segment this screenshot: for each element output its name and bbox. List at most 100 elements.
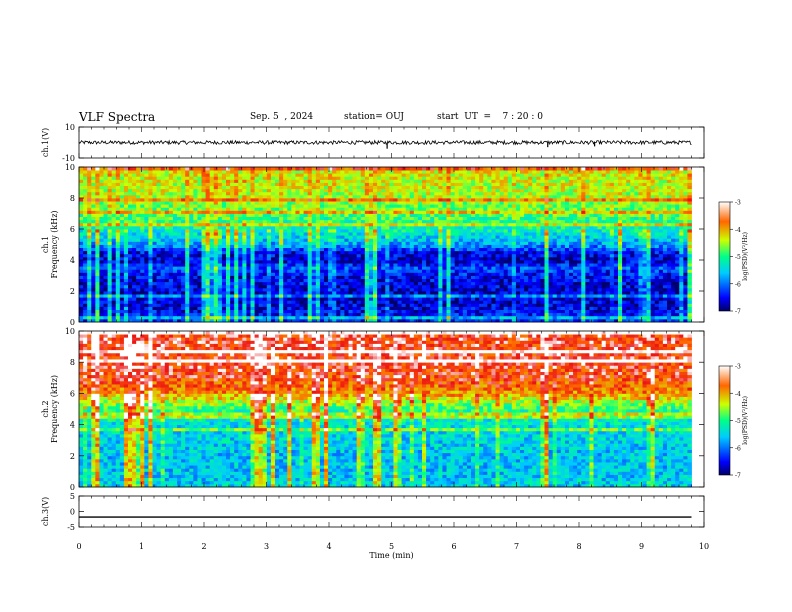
heatmap-cell — [483, 247, 488, 252]
heatmap-cell — [160, 281, 166, 286]
heatmap-cell — [144, 235, 149, 239]
heatmap-cell — [552, 222, 558, 227]
heatmap-cell — [662, 269, 668, 273]
heatmap-cell — [646, 222, 652, 227]
heatmap-cell — [483, 260, 488, 264]
heatmap-cell — [520, 294, 525, 298]
heatmap-cell — [646, 244, 652, 248]
heatmap-cell — [613, 235, 619, 239]
heatmap-cell — [132, 266, 137, 270]
heatmap-cell — [283, 235, 288, 239]
heatmap-cell — [597, 291, 603, 295]
heatmap-cell — [434, 253, 439, 258]
heatmap-cell — [79, 219, 84, 224]
heatmap-cell — [679, 294, 684, 298]
heatmap-cell — [662, 263, 668, 267]
heatmap-cell — [581, 291, 586, 295]
heatmap-cell — [560, 291, 566, 295]
heatmap-cell — [111, 256, 117, 261]
heatmap-cell — [389, 263, 394, 267]
heatmap-cell — [209, 309, 215, 314]
heatmap-cell — [381, 291, 386, 295]
heatmap-cell — [140, 225, 145, 230]
heatmap-cell — [450, 306, 456, 310]
heatmap-cell — [221, 260, 227, 264]
heatmap-cell — [417, 241, 423, 245]
heatmap-cell — [466, 232, 472, 236]
heatmap-cell — [528, 263, 533, 267]
heatmap-cell — [569, 260, 574, 264]
heatmap-cell — [438, 260, 443, 264]
heatmap-cell — [324, 263, 329, 267]
heatmap-cell — [156, 238, 162, 242]
heatmap-cell — [221, 278, 227, 283]
heatmap-cell — [144, 247, 149, 252]
heatmap-cell — [630, 306, 635, 310]
heatmap-cell — [189, 225, 194, 230]
heatmap-cell — [438, 269, 443, 273]
heatmap-cell — [556, 238, 562, 242]
heatmap-cell — [532, 256, 537, 261]
heatmap-cell — [221, 291, 227, 295]
heatmap-cell — [246, 238, 251, 242]
heatmap-cell — [507, 244, 513, 248]
heatmap-cell — [352, 219, 358, 224]
heatmap-cell — [417, 294, 423, 298]
heatmap-cell — [520, 297, 525, 301]
heatmap-cell — [107, 300, 113, 304]
heatmap-cell — [385, 238, 390, 242]
heatmap-cell — [401, 278, 407, 283]
heatmap-cell — [564, 256, 570, 261]
heatmap-cell — [311, 300, 317, 304]
heatmap-cell — [413, 303, 419, 307]
heatmap-cell — [340, 266, 345, 270]
heatmap-cell — [650, 219, 656, 224]
heatmap-cell — [254, 241, 260, 245]
heatmap-cell — [83, 284, 88, 289]
heatmap-cell — [181, 263, 186, 267]
heatmap-cell — [197, 229, 202, 233]
heatmap-cell — [209, 219, 215, 224]
heatmap-cell — [140, 222, 145, 227]
heatmap-cell — [597, 238, 603, 242]
heatmap-cell — [107, 294, 113, 298]
heatmap-cell — [626, 250, 631, 255]
heatmap-cell — [307, 260, 313, 264]
heatmap-cell — [515, 266, 521, 270]
heatmap-cell — [275, 272, 280, 276]
heatmap-cell — [189, 278, 194, 283]
heatmap-cell — [593, 229, 598, 233]
heatmap-cell — [475, 250, 480, 255]
heatmap-cell — [246, 241, 251, 245]
heatmap-cell — [189, 266, 194, 270]
heatmap-cell — [279, 306, 284, 310]
heatmap-cell — [221, 219, 227, 224]
heatmap-cell — [458, 287, 464, 292]
heatmap-cell — [397, 294, 402, 298]
heatmap-cell — [413, 312, 419, 317]
heatmap-cell — [103, 260, 108, 264]
heatmap-cell — [564, 312, 570, 317]
heatmap-cell — [442, 235, 447, 239]
heatmap-cell — [360, 275, 366, 279]
heatmap-cell — [234, 232, 239, 236]
heatmap-cell — [466, 306, 472, 310]
heatmap-cell — [258, 250, 264, 255]
heatmap-cell — [548, 247, 554, 252]
heatmap-cell — [462, 281, 468, 286]
heatmap-cell — [650, 312, 656, 317]
heatmap-cell — [373, 312, 378, 317]
heatmap-cell — [279, 309, 284, 314]
heatmap-cell — [479, 253, 484, 258]
heatmap-cell — [585, 244, 590, 248]
heatmap-cell — [430, 303, 435, 307]
heatmap-cell — [413, 256, 419, 261]
heatmap-cell — [156, 241, 162, 245]
heatmap-cell — [377, 275, 382, 279]
heatmap-cell — [532, 229, 537, 233]
heatmap-cell — [303, 241, 309, 245]
heatmap-cell — [560, 294, 566, 298]
heatmap-cell — [250, 291, 255, 295]
heatmap-cell — [377, 294, 382, 298]
heatmap-cell — [377, 229, 382, 233]
